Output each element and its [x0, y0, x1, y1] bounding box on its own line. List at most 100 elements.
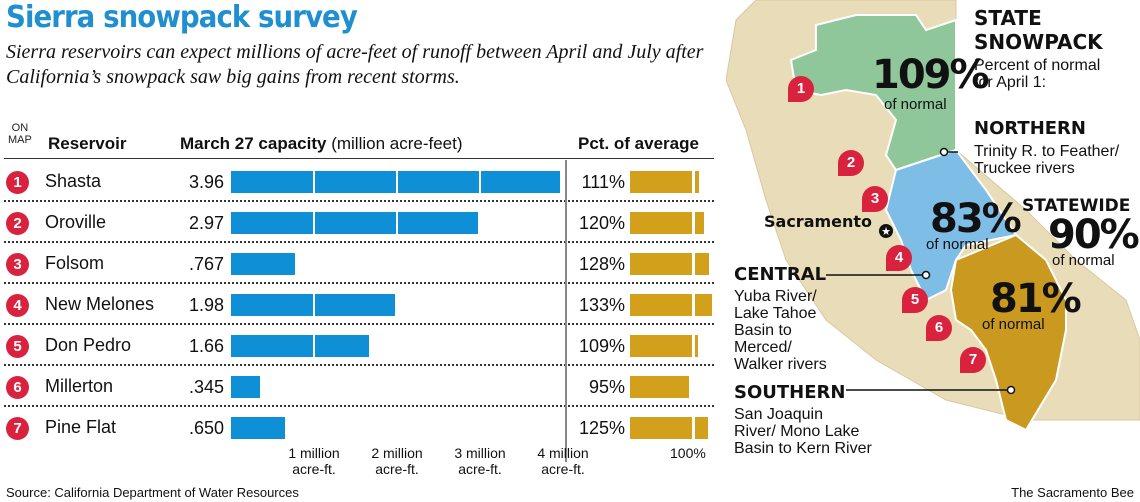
map-pin-7: 7 — [960, 347, 986, 373]
on-map-line2: MAP — [8, 134, 32, 146]
on-map-line1: ON — [11, 122, 29, 134]
legend-heading: STATE SNOWPACK — [974, 6, 1103, 54]
chart-title: Sierra snowpack survey — [6, 0, 358, 35]
capacity-bar — [231, 376, 260, 398]
reservoir-name: Don Pedro — [45, 335, 132, 355]
map-pin-2: 2 — [838, 150, 864, 176]
pct-value: 95% — [588, 377, 625, 397]
capacity-value: 3.96 — [188, 172, 224, 192]
statewide-label: STATEWIDE — [1022, 196, 1131, 216]
northern-pct: 109% — [872, 52, 990, 98]
central-desc-line: Walker rivers — [734, 356, 827, 373]
capacity-value: 2.97 — [188, 213, 224, 233]
pct-bar — [630, 253, 709, 275]
capacity-header-unit: (million acre-feet) — [331, 134, 463, 153]
map-pin-3: 3 — [862, 186, 888, 212]
table-row: 4 New Melones 1.98 133% — [0, 284, 716, 325]
central-desc: Yuba River/Lake Tahoe Basin to Merced/Walk… — [734, 288, 827, 373]
pct-value: 109% — [578, 336, 625, 356]
reservoir-name: New Melones — [45, 294, 155, 314]
central-label: CENTRAL — [734, 264, 827, 285]
map-number-badge: 3 — [6, 253, 29, 276]
capacity-header-bold: March 27 capacity — [180, 134, 327, 153]
city-label-sacramento: Sacramento — [764, 212, 873, 231]
credit: The Sacramento Bee — [1011, 485, 1134, 500]
map-graphic: ★ — [726, 0, 1140, 432]
northern-sub: of normal — [884, 96, 947, 113]
x-axis-tick: 1 million acre-ft. — [288, 445, 340, 477]
column-header-reservoir: Reservoir — [48, 134, 127, 153]
pct-bar — [630, 171, 699, 193]
row-separator — [4, 364, 714, 366]
map-pin-1: 1 — [788, 76, 814, 102]
x-axis-tick: 3 million acre-ft. — [454, 445, 506, 477]
central-desc-line: Yuba River/ — [734, 288, 817, 305]
reservoir-name: Oroville — [45, 212, 107, 232]
central-desc-line: Lake Tahoe — [734, 305, 817, 322]
map-pin-6: 6 — [926, 315, 952, 341]
table-row: 2 Oroville 2.97 120% — [0, 202, 716, 243]
map-number-badge: 6 — [6, 376, 29, 399]
pct-value: 120% — [578, 213, 625, 233]
southern-sub: of normal — [982, 316, 1045, 333]
x-axis-tick: 2 million acre-ft. — [371, 445, 423, 477]
row-separator — [4, 241, 714, 243]
source-note: Source: California Department of Water R… — [6, 485, 299, 500]
southern-pct: 81% — [990, 276, 1082, 322]
chart-subtitle: Sierra reservoirs can expect millions of… — [6, 41, 704, 88]
tick-100-percent: 100% — [670, 445, 706, 461]
map-number-badge: 1 — [6, 171, 29, 194]
table-row: 1 Shasta 3.96 111% — [0, 161, 716, 202]
pct-bar — [630, 376, 689, 398]
svg-text:★: ★ — [881, 226, 891, 238]
table-row: 6 Millerton .345 95% — [0, 366, 716, 407]
central-desc-line: Merced/ — [734, 339, 792, 356]
capacity-bar — [231, 417, 285, 439]
capacity-bar — [231, 335, 369, 357]
map-pin-5: 5 — [902, 287, 928, 313]
table-row: 3 Folsom .767 128% — [0, 243, 716, 284]
pct-value: 128% — [578, 254, 625, 274]
southern-desc: San Joaquin River/ Mono Lake Basin to Kern… — [734, 406, 872, 457]
northern-label: NORTHERN — [974, 118, 1086, 139]
southern-desc-line: Basin to Kern River — [734, 440, 872, 457]
column-header-on-map: ON MAP — [8, 122, 32, 146]
capacity-value: 1.98 — [188, 295, 224, 315]
reservoir-name: Pine Flat — [45, 417, 117, 437]
statewide-pct: 90% — [1048, 212, 1140, 258]
capacity-bar — [231, 294, 395, 316]
legend-desc: Percent of normal for April 1: — [974, 57, 1101, 91]
southern-label: SOUTHERN — [734, 382, 846, 403]
map-number-badge: 7 — [6, 417, 29, 440]
capacity-value: .767 — [188, 254, 224, 274]
map-pin-4: 4 — [886, 245, 912, 271]
capacity-bar — [231, 212, 478, 234]
pct-bar — [630, 212, 704, 234]
map-number-badge: 4 — [6, 294, 29, 317]
column-header-pct: Pct. of average — [578, 134, 699, 153]
reservoir-name: Folsom — [45, 253, 105, 273]
row-separator — [4, 323, 714, 325]
statewide-sub: of normal — [1052, 252, 1115, 269]
capacity-bar — [231, 253, 295, 275]
4-million-reference-line — [565, 160, 567, 462]
column-header-capacity: March 27 capacity (million acre-feet) — [180, 134, 463, 154]
row-separator — [4, 405, 714, 407]
map-number-badge: 5 — [6, 335, 29, 358]
pct-value: 111% — [581, 172, 625, 192]
california-map: ★ 1 2 3 4 5 6 7 109% of normal 83% of no… — [726, 0, 1140, 470]
row-separator — [4, 282, 714, 284]
pct-value: 133% — [578, 295, 625, 315]
central-pct: 83% — [930, 196, 1022, 242]
map-number-badge: 2 — [6, 212, 29, 235]
central-sub: of normal — [926, 236, 989, 253]
capacity-value: 1.66 — [188, 336, 224, 356]
southern-desc-line: San Joaquin — [734, 406, 823, 423]
capacity-bar — [231, 171, 560, 193]
header-rule — [4, 158, 714, 159]
reservoir-name: Shasta — [45, 171, 102, 191]
x-axis-tick: 4 million acre-ft. — [537, 445, 589, 477]
pct-bar — [630, 335, 698, 357]
southern-desc-line: River/ Mono Lake — [734, 423, 860, 440]
capacity-value: .345 — [188, 377, 224, 397]
